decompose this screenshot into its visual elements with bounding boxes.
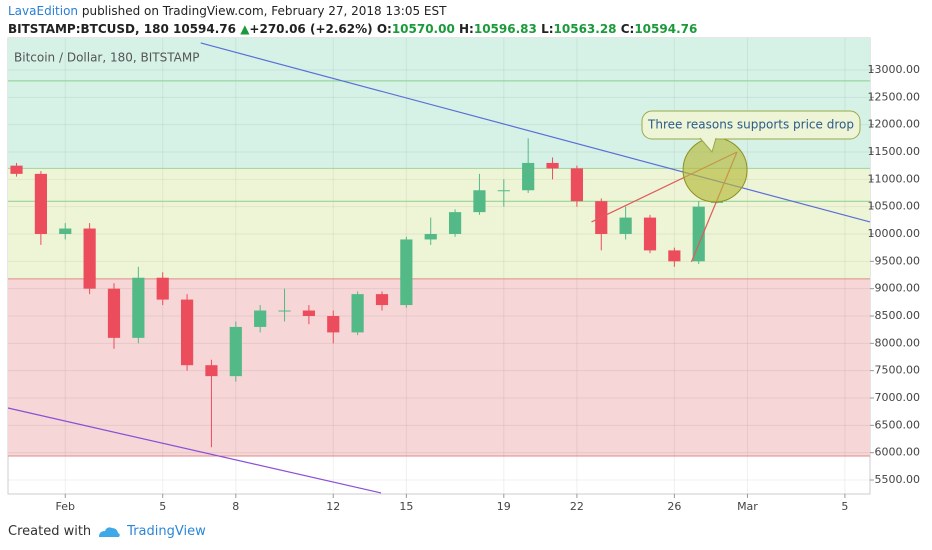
x-tick-label: 12: [326, 500, 340, 513]
candle-body: [156, 277, 169, 300]
candle-body: [10, 165, 23, 174]
y-tick-label: 8000.00: [875, 336, 921, 349]
change: +270.06 (+2.62%): [249, 22, 373, 36]
candle-body: [132, 277, 145, 338]
c-label: C:: [620, 22, 635, 36]
y-tick-label: 12500.00: [868, 90, 921, 103]
last-price: 10594.76: [172, 22, 236, 36]
l-label: L:: [541, 22, 554, 36]
o-label: O:: [376, 22, 392, 36]
x-tick-label: 22: [570, 500, 584, 513]
y-tick-label: 8500.00: [875, 309, 921, 322]
header: LavaEdition published on TradingView.com…: [8, 2, 697, 38]
candle-body: [205, 365, 218, 377]
y-tick-label: 13000.00: [868, 63, 921, 76]
close: 10594.76: [634, 22, 698, 36]
candle-body: [278, 310, 291, 312]
candle-body: [400, 239, 413, 306]
trend-line: [7, 407, 382, 494]
candle-body: [570, 168, 583, 202]
x-tick-label: 5: [159, 500, 166, 513]
symbol: BITSTAMP:BTCUSD, 180: [8, 22, 169, 36]
low: 10563.28: [553, 22, 617, 36]
y-tick-label: 10000.00: [868, 227, 921, 240]
candle-body: [180, 299, 194, 366]
candle-body: [424, 233, 437, 240]
y-tick-label: 5500.00: [875, 473, 921, 486]
logo: [99, 527, 120, 537]
candle-body: [546, 162, 559, 169]
candle-body: [522, 162, 535, 191]
candle-body: [59, 228, 72, 234]
annotation-pointer: [699, 137, 717, 154]
arrow: ▲: [240, 22, 250, 36]
h-label: H:: [459, 22, 474, 36]
y-tick-label: 9500.00: [875, 254, 921, 267]
y-tick-label: 6000.00: [875, 446, 921, 459]
candle-body: [643, 217, 657, 251]
candle-body: [83, 228, 96, 289]
candle-body: [448, 212, 462, 234]
candle-body: [254, 310, 267, 327]
y-tick-label: 7500.00: [875, 364, 921, 377]
published: published on TradingView.com, February 2…: [81, 4, 447, 18]
candle-body: [668, 250, 681, 262]
annotation: Three reasons supports price drop: [647, 118, 854, 132]
candle-body: [302, 310, 315, 316]
candle-body: [619, 217, 632, 234]
x-tick-label: 26: [667, 500, 681, 513]
open: 10570.00: [391, 22, 455, 36]
author[interactable]: LavaEdition: [8, 4, 79, 18]
candle-body: [473, 190, 486, 213]
candle-body: [107, 288, 121, 338]
candle-body: [351, 294, 364, 333]
trend-line: [200, 42, 871, 223]
created-with: Created with: [8, 523, 92, 539]
high: 10596.83: [473, 22, 537, 36]
candle-body: [497, 190, 510, 192]
annotation-box: [641, 110, 861, 140]
footer: Created with TradingView: [8, 523, 206, 539]
x-tick-label: 5: [841, 500, 848, 513]
y-tick-label: 9000.00: [875, 282, 921, 295]
y-tick-label: 7000.00: [875, 391, 921, 404]
brand[interactable]: TradingView: [127, 523, 206, 539]
x-tick-label: 8: [232, 500, 239, 513]
y-tick-label: 6500.00: [875, 418, 921, 431]
candle-body: [327, 315, 340, 333]
chart-subtitle: Bitcoin / Dollar, 180, BITSTAMP: [14, 51, 199, 65]
chart: 5500.00 6000.00 6500.00 7000.00 7500.00 8000.…: [7, 0, 932, 513]
x-tick-label: Feb: [56, 500, 75, 513]
y-tick-label: 12000.00: [868, 118, 921, 131]
x-tick-label: 15: [399, 500, 413, 513]
candle-body: [692, 206, 705, 262]
zone: [8, 278, 870, 456]
x-tick-label: Mar: [737, 500, 758, 513]
candle-body: [34, 173, 47, 234]
candle-body: [375, 294, 389, 306]
y-tick-label: 10500.00: [868, 200, 921, 213]
candle-body: [229, 326, 242, 377]
y-tick-label: 11000.00: [868, 172, 921, 185]
x-tick-label: 19: [497, 500, 511, 513]
highlight-circle: [682, 137, 748, 203]
y-tick-label: 11500.00: [868, 145, 921, 158]
axis-cover: [871, 0, 932, 30]
